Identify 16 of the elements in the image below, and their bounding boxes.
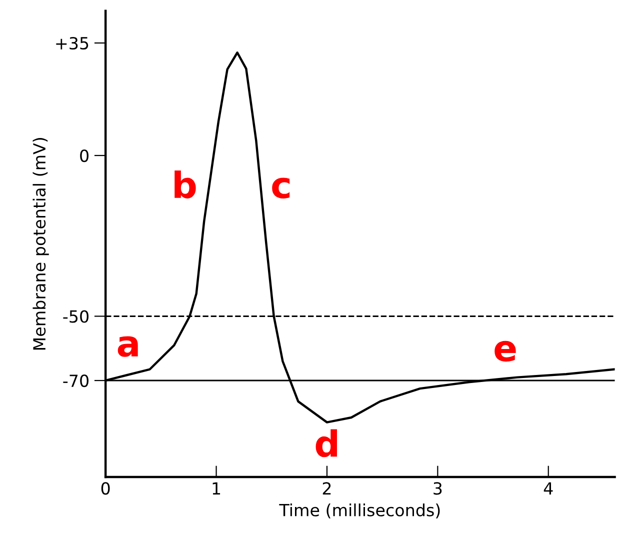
annotation: d — [316, 429, 337, 458]
y-tick-label: +35 — [56, 36, 88, 50]
annotation: a — [118, 336, 138, 357]
annotation: c — [272, 178, 290, 198]
x-tick-label: 0 — [101, 482, 110, 495]
x-tick-label: 2 — [322, 482, 331, 494]
x-tick-label: 1 — [212, 482, 220, 494]
y-tick-label: 0 — [80, 149, 88, 162]
x-tick-label: 4 — [544, 482, 553, 494]
annotation: b — [174, 170, 196, 198]
y-tick-label: -50 — [63, 310, 88, 323]
x-axis-title: Time (milliseconds) — [279, 504, 440, 518]
x-tick-label: 3 — [434, 482, 442, 495]
annotation: e — [494, 340, 516, 362]
y-axis-title: Membrane potential (mV) — [32, 138, 49, 350]
y-tick-label: -70 — [63, 374, 88, 388]
